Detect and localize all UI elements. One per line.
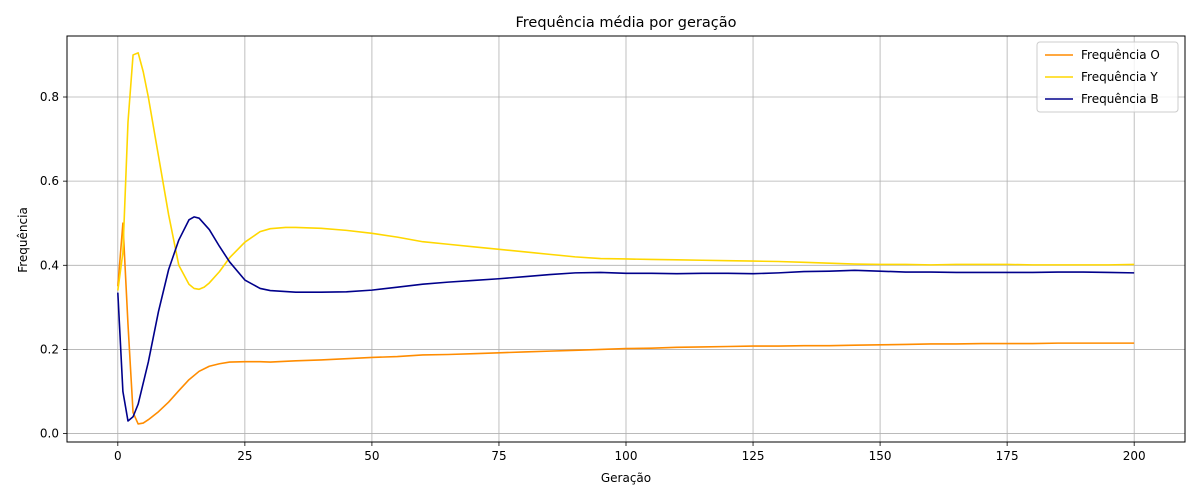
- grid: [67, 36, 1185, 442]
- series-lines: [117, 52, 1135, 425]
- x-tick-label: 75: [491, 449, 506, 463]
- legend-label: Frequência B: [1081, 92, 1159, 106]
- x-tick-label: 100: [615, 449, 638, 463]
- legend-label: Frequência O: [1081, 48, 1160, 62]
- x-axis-label: Geração: [601, 471, 651, 485]
- y-tick-label: 0.6: [40, 174, 59, 188]
- axis-ticks: 0 25 50 75 100 125 150 175 200 0.0 0.2 0.4 0.6 0.8: [40, 90, 1146, 463]
- x-tick-label: 150: [869, 449, 892, 463]
- series-line-frequ-ncia-y: [117, 52, 1135, 291]
- series-line-frequ-ncia-b: [117, 216, 1135, 422]
- legend: Frequência O Frequência Y Frequência B: [1036, 41, 1179, 113]
- y-tick-label: 0.2: [40, 342, 59, 356]
- chart-title: Frequência média por geração: [516, 15, 737, 31]
- x-tick-label: 0: [114, 449, 122, 463]
- y-axis-label: Frequência: [16, 207, 30, 273]
- x-tick-label: 175: [996, 449, 1019, 463]
- x-tick-label: 125: [742, 449, 765, 463]
- y-tick-label: 0.4: [40, 258, 59, 272]
- x-tick-label: 50: [364, 449, 379, 463]
- legend-box: [1036, 41, 1179, 113]
- series-line-frequ-ncia-o: [117, 222, 1135, 425]
- legend-label: Frequência Y: [1081, 70, 1158, 84]
- x-tick-label: 25: [237, 449, 252, 463]
- y-tick-label: 0.0: [40, 427, 59, 441]
- y-tick-label: 0.8: [40, 90, 59, 104]
- x-tick-label: 200: [1123, 449, 1146, 463]
